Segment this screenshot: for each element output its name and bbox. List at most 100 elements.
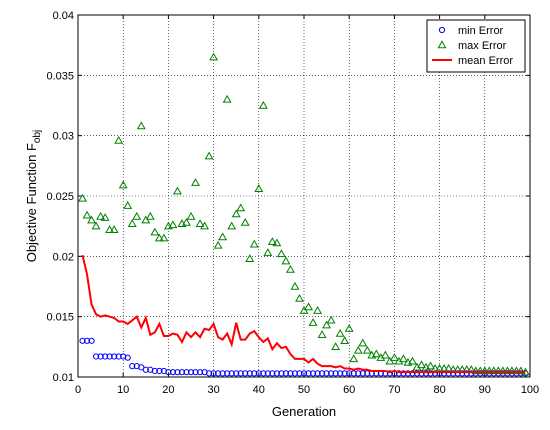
min-error-point (273, 370, 280, 377)
max-error-point (105, 225, 115, 233)
y-axis-ticks: 0.01 0.015 0.02 0.025 0.03 0.035 0.04 (46, 10, 530, 384)
min-error-point (237, 370, 244, 377)
max-error-point (254, 184, 264, 192)
max-error-point (371, 349, 381, 358)
max-error-point (200, 221, 210, 230)
series-layer (78, 52, 530, 377)
max-error-point (498, 366, 508, 375)
min-error-point (386, 370, 393, 377)
y-tick-label: 0.025 (46, 191, 74, 203)
min-error-point (97, 353, 104, 360)
min-error-point (129, 363, 136, 370)
min-error-point (300, 370, 308, 377)
max-error-point (304, 302, 313, 311)
min-error-point (341, 370, 348, 377)
min-error-point (278, 370, 285, 377)
min-error-point (404, 370, 412, 377)
min-error-point (450, 370, 457, 377)
x-tick-label: 10 (117, 384, 129, 396)
min-error-point (111, 353, 118, 360)
min-error-point (337, 370, 344, 377)
min-error-point (106, 353, 113, 360)
max-error-point (516, 366, 526, 375)
max-error-point (154, 233, 164, 242)
x-axis-label: Generation (272, 404, 336, 419)
max-error-point (362, 345, 372, 354)
max-error-point (290, 281, 300, 290)
min-error-point (395, 370, 403, 377)
min-error-point (187, 369, 195, 376)
min-error-point (79, 337, 86, 344)
x-tick-label: 30 (207, 384, 219, 396)
legend: min Error max Error mean Error (426, 19, 526, 73)
legend-max-error-label: max Error (458, 40, 507, 52)
max-error-point (331, 342, 341, 351)
min-error-point (83, 337, 91, 344)
min-error-point (196, 369, 204, 376)
max-error-point (340, 336, 350, 344)
min-error-point (346, 370, 353, 377)
min-error-point (255, 370, 262, 377)
y-axis-label-main: Objective Function F (24, 143, 39, 262)
x-tick-label: 40 (253, 384, 265, 396)
max-error-point (240, 217, 250, 226)
max-error-point (127, 219, 137, 227)
max-error-point (123, 201, 133, 209)
max-error-point (380, 350, 390, 359)
min-error-point (282, 370, 290, 377)
min-error-point (156, 367, 163, 375)
min-error-point (418, 370, 425, 377)
min-error-point (219, 370, 226, 377)
min-error-point (228, 370, 235, 377)
max-error-point (96, 211, 106, 220)
max-error-point (227, 221, 237, 230)
min-error-point (269, 370, 276, 377)
min-error-point (305, 370, 312, 377)
y-tick-label: 0.01 (53, 372, 74, 384)
max-error-point (195, 219, 205, 227)
min-error-point (210, 370, 217, 377)
min-error-point (251, 370, 258, 377)
max-error-point (313, 306, 323, 314)
max-error-point (272, 238, 282, 247)
max-error-point (182, 217, 191, 226)
max-error-point (109, 225, 119, 233)
legend-min-error-marker (438, 26, 446, 34)
y-tick-label: 0.02 (53, 251, 74, 263)
min-error-point (328, 370, 335, 377)
min-error-point (169, 369, 177, 376)
max-error-point (231, 209, 241, 218)
max-error-point (398, 354, 408, 363)
min-error-point (463, 370, 470, 377)
max-error-point (168, 220, 178, 229)
min-error-point (183, 369, 190, 376)
min-error-point (260, 370, 267, 377)
max-error-point (276, 249, 286, 258)
min-error-point (224, 370, 231, 377)
max-error-point (358, 338, 368, 347)
max-error-point (417, 360, 426, 369)
min-error-point (355, 370, 362, 377)
min-error-point (205, 370, 213, 377)
x-tick-label: 0 (75, 384, 81, 396)
max-error-point (408, 356, 417, 365)
x-tick-label: 20 (162, 384, 174, 396)
max-error-point (267, 237, 277, 246)
max-error-point (132, 211, 142, 220)
x-tick-label: 90 (479, 384, 491, 396)
min-error-point (359, 370, 366, 377)
max-error-point (480, 366, 490, 375)
x-tick-label: 50 (298, 384, 310, 396)
max-error-point (322, 320, 332, 329)
min-error-point (422, 370, 430, 377)
max-error-point (426, 361, 436, 370)
max-error-point (263, 248, 273, 256)
max-error-point (150, 227, 160, 236)
y-tick-label: 0.04 (53, 10, 74, 22)
max-error-point (317, 330, 327, 338)
min-error-point (318, 370, 326, 377)
legend-max-error-marker (437, 40, 447, 49)
min-error-point (165, 369, 172, 376)
x-tick-label: 100 (521, 384, 539, 396)
